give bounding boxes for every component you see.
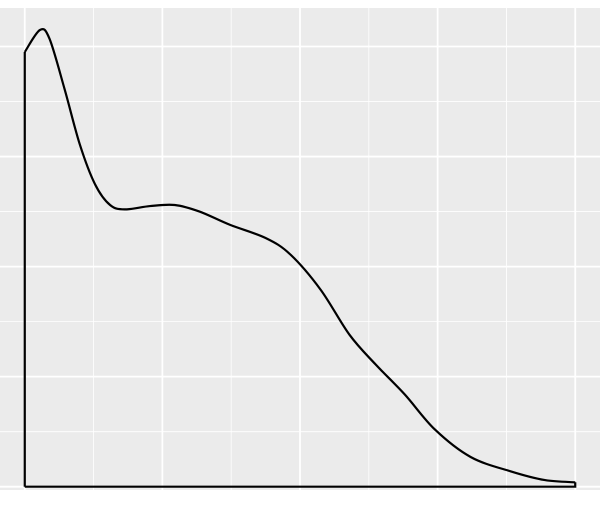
density-outline (23, 52, 577, 488)
density-line (23, 27, 576, 484)
